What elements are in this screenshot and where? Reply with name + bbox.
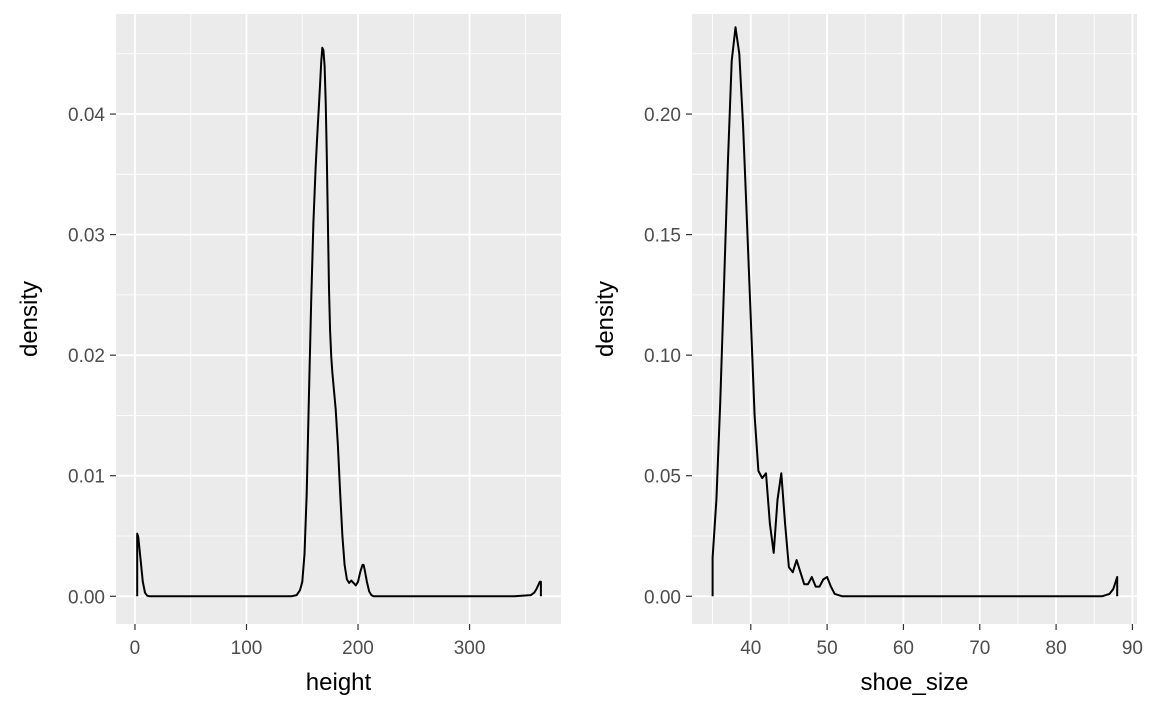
x-tick-label: 200 [342,638,374,659]
x-tick-label: 90 [1122,638,1143,659]
x-tick-label: 70 [969,638,990,659]
x-tick-label: 80 [1046,638,1067,659]
y-tick-label: 0.15 [644,226,681,247]
y-axis-title: density [16,281,43,357]
plot-background [116,14,561,624]
x-tick-label: 40 [740,638,761,659]
y-tick-label: 0.05 [644,467,681,488]
x-tick-label: 100 [231,638,263,659]
height-density-panel: 0 100 200 300 0.00 0.01 0.02 0.03 0.04 height dens… [16,14,561,696]
y-axis-title: density [592,281,619,357]
x-axis-title: height [306,669,372,696]
x-tick-label: 0 [130,638,141,659]
y-tick-label: 0.10 [644,346,681,367]
shoe-size-density-panel: 40 50 60 70 80 90 0.00 0.05 0.10 0.15 0.20 shoe_siz… [592,14,1143,696]
x-tick-label: 300 [454,638,486,659]
y-tick-label: 0.20 [644,105,681,126]
x-axis-title: shoe_size [860,669,968,696]
density-curve [711,26,1119,598]
y-tick-label: 0.01 [68,467,105,488]
x-tick-label: 50 [817,638,838,659]
x-tick-label: 60 [893,638,914,659]
y-tick-label: 0.00 [644,587,681,608]
y-tick-label: 0.02 [68,346,105,367]
density-curve [136,46,542,598]
y-tick-label: 0.04 [68,105,105,126]
y-tick-label: 0.03 [68,226,105,247]
plot-background [692,14,1137,624]
y-tick-label: 0.00 [68,587,105,608]
